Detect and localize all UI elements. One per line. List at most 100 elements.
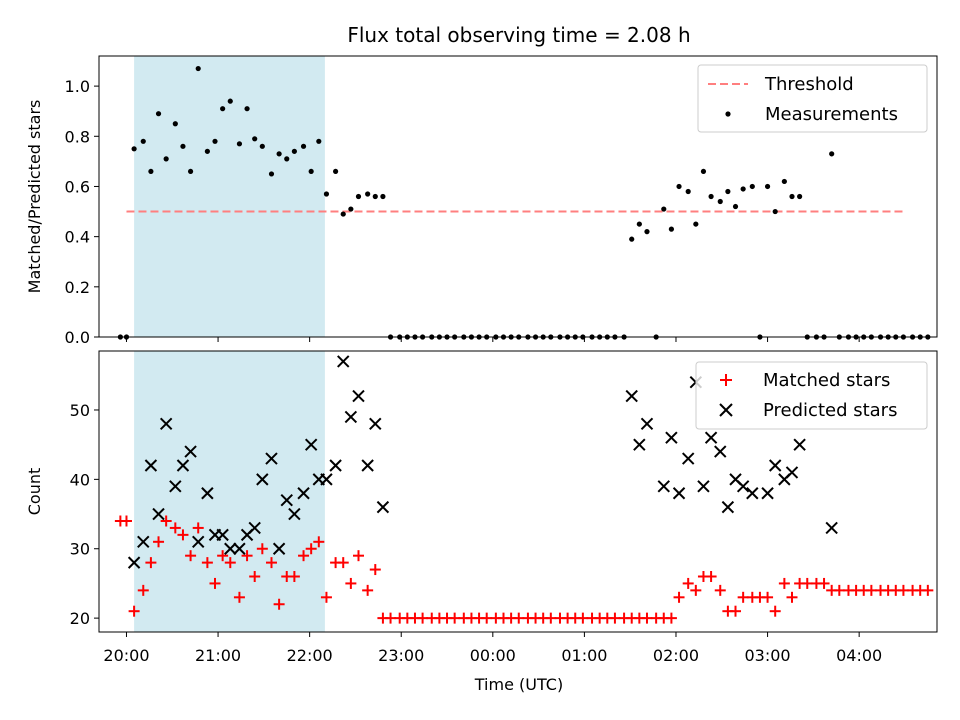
predicted-star-x-b xyxy=(633,438,646,451)
measurement-point xyxy=(227,98,233,104)
measurement-point xyxy=(355,193,362,200)
measurement-point xyxy=(220,106,226,112)
x-tick-label: 02:00 xyxy=(653,646,699,665)
predicted-star-x-b xyxy=(169,480,182,493)
predicted-star-x-b xyxy=(376,500,390,514)
measurement-point xyxy=(636,221,642,227)
y-tick-label: 0.2 xyxy=(65,278,90,297)
measurement-point xyxy=(708,193,714,200)
measurement-point xyxy=(163,156,169,162)
y-tick-label: 50 xyxy=(70,401,90,420)
predicted-star-x-b xyxy=(761,487,774,500)
predicted-star-x-b xyxy=(721,500,735,514)
matched-star-point xyxy=(217,550,229,562)
measurement-point xyxy=(676,183,682,190)
matched-star-point xyxy=(120,515,132,527)
matched-star-point xyxy=(320,591,332,603)
matched-star-point xyxy=(201,557,213,569)
predicted-star-point xyxy=(280,493,293,507)
bottom-panel: 20 30 40 50 20:00 21:00 22:00 23:00 00:00 01:00 0… xyxy=(25,350,938,694)
legend-predicted-swatch xyxy=(719,403,733,417)
matched-star-point xyxy=(337,557,349,569)
predicted-star-x-b xyxy=(785,466,799,479)
predicted-star-x-b xyxy=(159,417,173,431)
measurement-point xyxy=(236,141,243,147)
predicted-star-x-b xyxy=(272,542,286,555)
predicted-star-x-b xyxy=(793,438,806,451)
predicted-star-point xyxy=(361,459,374,472)
top-legend-box xyxy=(697,64,928,133)
y-tick-label: 1.0 xyxy=(65,77,90,96)
measurement-point xyxy=(700,168,707,175)
predicted-star-point xyxy=(304,438,318,451)
predicted-star-x-b xyxy=(714,445,727,458)
predicted-star-point xyxy=(736,480,750,493)
predicted-star-x-b xyxy=(184,445,197,458)
measurement-point xyxy=(332,168,339,175)
predicted-star-x-b xyxy=(361,459,374,472)
predicted-star-point xyxy=(224,542,237,555)
predicted-star-point xyxy=(785,466,799,479)
bottom-axes-frame xyxy=(98,350,938,633)
matched-star-point xyxy=(224,557,236,569)
predicted-star-x-b xyxy=(329,459,342,472)
top-y-ticks: 0.0 0.2 0.4 0.6 0.8 1.0 xyxy=(65,77,99,347)
predicted-star-point xyxy=(768,459,782,472)
predicted-star-x-b xyxy=(344,410,358,424)
predicted-star-point xyxy=(793,438,806,451)
predicted-star-x-b xyxy=(297,487,310,500)
measurement-point xyxy=(668,226,675,232)
predicted-star-point xyxy=(376,500,390,514)
top-x-ticks xyxy=(125,337,860,342)
measurement-point xyxy=(316,138,322,144)
predicted-star-point xyxy=(697,480,710,493)
predicted-star-point xyxy=(672,487,686,500)
matched-star-point xyxy=(241,550,253,562)
x-tick-label: 21:00 xyxy=(195,646,241,665)
measurement-point xyxy=(195,65,201,72)
observing-window-shade xyxy=(134,351,325,632)
predicted-star-point xyxy=(192,535,205,549)
predicted-star-point xyxy=(169,480,182,493)
legend-threshold-label: Threshold xyxy=(764,74,854,95)
matched-star-point xyxy=(137,584,149,596)
measurement-point xyxy=(644,229,650,235)
predicted-star-x-b xyxy=(320,473,333,486)
measurement-point xyxy=(187,168,194,175)
measurement-point xyxy=(323,191,330,197)
predicted-star-x-b xyxy=(192,535,205,549)
measurement-point xyxy=(204,148,210,154)
predicted-star-point xyxy=(704,431,718,444)
predicted-star-point xyxy=(746,487,759,500)
predicted-star-point xyxy=(633,438,646,451)
matched-star-point xyxy=(730,605,742,617)
legend-matched-swatch xyxy=(720,374,732,386)
measurement-point xyxy=(348,206,354,212)
predicted-star-x-b xyxy=(697,480,710,493)
measurement-point xyxy=(172,121,178,127)
matched-star-point xyxy=(714,584,726,596)
bottom-y-axis-label: Count xyxy=(25,468,44,516)
predicted-star-x-b xyxy=(152,507,165,521)
matched-star-point xyxy=(369,564,381,576)
predicted-star-point xyxy=(176,459,190,472)
matched-star-point xyxy=(922,584,934,596)
predicted-star-point xyxy=(640,417,654,431)
matched-star-point xyxy=(705,570,717,582)
x-tick-label: 04:00 xyxy=(836,646,882,665)
matched-star-point xyxy=(818,577,830,589)
predicted-star-point xyxy=(825,521,838,535)
measurement-point xyxy=(300,143,307,149)
bottom-legend: Matched stars Predicted stars xyxy=(695,361,928,430)
predicted-star-point xyxy=(320,473,333,486)
matched-star-point xyxy=(185,550,197,562)
x-tick-label: 03:00 xyxy=(745,646,791,665)
predicted-star-point xyxy=(152,507,165,521)
predicted-star-point xyxy=(344,410,358,424)
measurement-point xyxy=(725,188,731,195)
y-tick-label: 0.4 xyxy=(65,228,90,247)
matched-star-point xyxy=(233,591,245,603)
measurement-point xyxy=(212,138,218,144)
predicted-star-x-b xyxy=(127,556,141,569)
